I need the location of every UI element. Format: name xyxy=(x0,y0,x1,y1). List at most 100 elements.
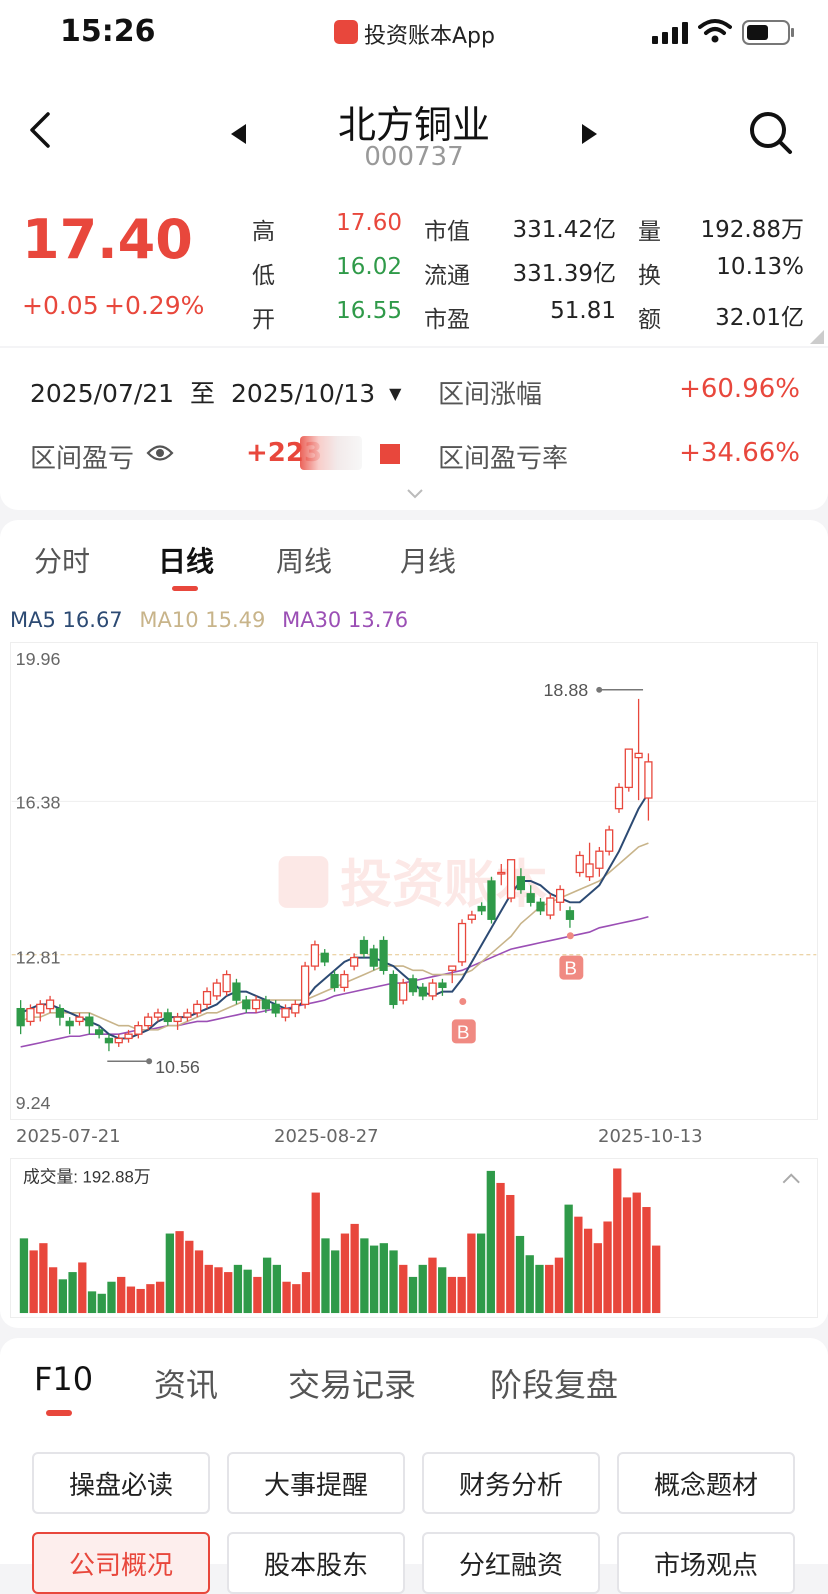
x-tick-mid: 2025-08-27 xyxy=(274,1126,379,1147)
price-chart[interactable]: 投资账本 19.96 16.38 12.81 9.24 18.88 10.56 … xyxy=(10,642,818,1120)
candle xyxy=(556,885,565,911)
candle xyxy=(124,1029,133,1043)
candle xyxy=(232,978,241,1005)
candle xyxy=(595,846,604,877)
volume-bar xyxy=(185,1240,194,1314)
volume-bar xyxy=(311,1192,320,1314)
volume-label: 量 xyxy=(638,219,661,245)
btn-market-views[interactable]: 市场观点 xyxy=(617,1532,795,1594)
volume-bar xyxy=(486,1170,495,1314)
candle xyxy=(45,995,55,1013)
volume-bar xyxy=(117,1276,126,1314)
candle xyxy=(526,885,535,907)
tab-news[interactable]: 资讯 xyxy=(154,1366,219,1404)
candle xyxy=(300,961,310,1009)
tab-daily[interactable]: 日线 xyxy=(158,545,215,578)
y-tick-ref: 12.81 xyxy=(16,948,61,968)
high-label: 18.88 xyxy=(543,680,588,700)
candle xyxy=(183,1008,192,1022)
volume-bar xyxy=(78,1262,87,1314)
range-start-date: 2025/07/21 xyxy=(30,379,175,408)
current-price: 17.40 xyxy=(22,208,193,271)
tab-monthly[interactable]: 月线 xyxy=(400,545,457,578)
volume-bar xyxy=(48,1267,58,1314)
candle xyxy=(310,940,320,971)
watermark-text: 投资账本 xyxy=(340,855,547,913)
back-icon[interactable] xyxy=(26,110,56,150)
btn-company-profile[interactable]: 公司概况 xyxy=(32,1532,210,1594)
expand-corner-icon[interactable] xyxy=(810,330,824,344)
volume-bar xyxy=(457,1276,466,1314)
volume-bar xyxy=(476,1233,486,1314)
volume-bar xyxy=(642,1207,651,1314)
candle xyxy=(261,995,271,1013)
volume-chart-label: 成交量: 192.88万 xyxy=(23,1168,151,1187)
status-time: 15:26 xyxy=(60,14,156,49)
candle xyxy=(104,1034,114,1052)
candle xyxy=(487,876,496,924)
candle xyxy=(457,919,467,967)
low-value: 16.02 xyxy=(336,254,402,280)
candle xyxy=(340,970,349,992)
candle xyxy=(438,978,447,996)
btn-shareholders[interactable]: 股本股东 xyxy=(227,1532,405,1594)
range-selector[interactable]: 2025/07/21 至 2025/10/13 ▼ xyxy=(30,374,401,410)
volume-bar xyxy=(272,1264,281,1314)
tab-f10[interactable]: F10 xyxy=(34,1360,94,1398)
volume-value: 192.88万 xyxy=(700,217,804,243)
range-to-label: 至 xyxy=(190,379,216,408)
tab-stage-review[interactable]: 阶段复盘 xyxy=(490,1366,619,1404)
volume-bar xyxy=(214,1267,223,1314)
candle xyxy=(242,995,251,1013)
btn-concept-themes[interactable]: 概念题材 xyxy=(617,1452,795,1514)
collapse-chevron-icon xyxy=(782,1173,800,1184)
volume-bar xyxy=(146,1284,155,1314)
ma5-value: 16.67 xyxy=(62,608,123,632)
prev-stock-icon[interactable] xyxy=(228,122,248,146)
candle xyxy=(536,898,545,916)
candle xyxy=(624,748,633,792)
candle xyxy=(418,983,427,1001)
ma30-label: MA30 xyxy=(282,608,342,632)
candle xyxy=(497,863,506,886)
candle xyxy=(379,936,388,975)
volume-bar xyxy=(233,1264,243,1314)
ma10-line xyxy=(20,842,649,1031)
source-app-label: 投资账本App xyxy=(364,24,495,49)
volume-bar xyxy=(282,1281,291,1314)
btn-major-events[interactable]: 大事提醒 xyxy=(227,1452,405,1514)
volume-bar xyxy=(428,1257,437,1314)
volume-chart[interactable]: 成交量: 192.88万 xyxy=(10,1158,818,1318)
f10-section: F10 资讯 交易记录 阶段复盘 操盘必读 大事提醒 财务分析 概念题材 公司概… xyxy=(0,1338,828,1594)
tab-intraday[interactable]: 分时 xyxy=(34,545,91,578)
range-change-label: 区间涨幅 xyxy=(438,380,543,410)
btn-dividend-financing[interactable]: 分红融资 xyxy=(422,1532,600,1594)
btn-financial-analysis[interactable]: 财务分析 xyxy=(422,1452,600,1514)
tab-trade-records[interactable]: 交易记录 xyxy=(288,1366,417,1404)
eye-icon[interactable] xyxy=(146,442,174,464)
open-label: 开 xyxy=(252,307,275,333)
buy-marker-1-label: B xyxy=(457,1022,470,1043)
candle xyxy=(144,1012,153,1030)
tab-weekly[interactable]: 周线 xyxy=(276,545,333,578)
active-tab-indicator xyxy=(172,586,198,591)
candle xyxy=(389,970,398,1009)
candle xyxy=(575,851,584,877)
volume-bar xyxy=(438,1267,447,1314)
volume-bar xyxy=(652,1245,661,1314)
candle xyxy=(506,859,516,903)
high-value: 17.60 xyxy=(336,210,402,236)
btn-must-read[interactable]: 操盘必读 xyxy=(32,1452,210,1514)
volume-bar xyxy=(369,1245,379,1314)
range-pnl-rate-value: +34.66% xyxy=(679,438,800,468)
volume-bar xyxy=(467,1233,476,1314)
volume-bar xyxy=(262,1257,272,1314)
price-change-pct: +0.29% xyxy=(104,291,205,320)
range-pnl-rate-label: 区间盈亏率 xyxy=(438,444,569,474)
next-stock-icon[interactable] xyxy=(580,122,600,146)
volume-bar xyxy=(603,1221,612,1314)
volume-bar xyxy=(292,1284,301,1314)
candle xyxy=(408,974,418,996)
expand-chevron-icon[interactable] xyxy=(406,488,424,500)
search-icon[interactable] xyxy=(748,110,794,156)
